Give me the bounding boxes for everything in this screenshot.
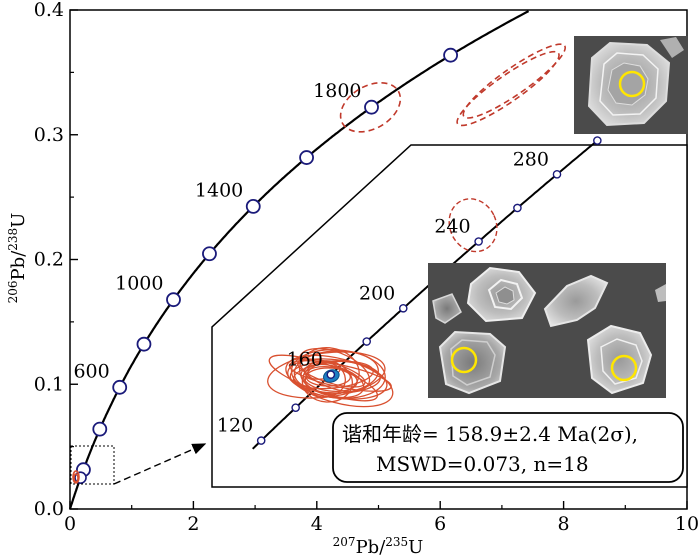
x-tick-label: 4 bbox=[311, 513, 323, 535]
inset-outlier-ellipse bbox=[448, 198, 498, 253]
y-tick-label: 0.1 bbox=[34, 373, 64, 395]
age-marker bbox=[443, 47, 458, 63]
inset-age-marker bbox=[593, 136, 602, 145]
inset-age-label: 280 bbox=[513, 148, 549, 170]
age-marker bbox=[112, 379, 128, 395]
inset-data-ellipse bbox=[288, 360, 392, 392]
age-marker bbox=[299, 150, 314, 165]
inset-age-marker bbox=[256, 436, 266, 445]
inset-age-labels: 120 160 200 240 280 bbox=[217, 148, 549, 436]
inset-age-label: 240 bbox=[434, 216, 470, 238]
inset-age-marker bbox=[552, 170, 562, 179]
inset-data-ellipse bbox=[302, 365, 358, 393]
inset-age-marker bbox=[291, 403, 300, 412]
x-tick-label: 8 bbox=[558, 513, 570, 535]
inset-age-label: 200 bbox=[359, 282, 395, 304]
inset-age-label: 160 bbox=[287, 349, 323, 371]
y-tick-label: 0.0 bbox=[34, 498, 64, 520]
inset-age-label: 120 bbox=[217, 415, 253, 437]
age-marker bbox=[364, 99, 379, 115]
cl-image-zircons bbox=[428, 263, 666, 398]
age-label: 1000 bbox=[115, 273, 163, 295]
inset-data-ellipse bbox=[305, 367, 351, 387]
inset-age-marker bbox=[326, 370, 336, 379]
zoom-ellipse bbox=[72, 470, 80, 484]
inset-age-markers bbox=[256, 136, 602, 445]
y-tick-label: 0.2 bbox=[34, 249, 64, 271]
x-axis-ticks: 0 2 4 6 8 10 bbox=[64, 501, 699, 535]
x-tick-label: 0 bbox=[64, 513, 76, 535]
inset-data-ellipses bbox=[267, 198, 498, 408]
inset-data-ellipse bbox=[290, 349, 386, 399]
discordant-ellipse bbox=[462, 43, 567, 119]
inset-age-marker bbox=[513, 203, 522, 213]
x-tick-label: 2 bbox=[187, 513, 199, 535]
inset-data-ellipse bbox=[267, 351, 386, 399]
y-axis-ticks: 0.0 0.1 0.2 0.3 0.4 bbox=[34, 0, 78, 520]
age-label: 1800 bbox=[313, 80, 361, 102]
x-tick-label: 10 bbox=[675, 513, 699, 535]
inset-age-marker bbox=[474, 237, 483, 246]
age-marker bbox=[202, 246, 217, 262]
zoom-ellipse bbox=[73, 473, 79, 483]
result-line-age: 谐和年龄= 158.9±2.4 Ma(2σ), bbox=[342, 422, 638, 446]
age-marker bbox=[166, 292, 181, 308]
inset-age-marker bbox=[362, 337, 371, 346]
discordant-ellipse bbox=[456, 50, 560, 127]
result-box bbox=[332, 412, 684, 483]
age-marker bbox=[136, 336, 152, 352]
analysis-spot-marker bbox=[610, 354, 638, 382]
zoom-arrow bbox=[113, 443, 207, 485]
age-label: 1400 bbox=[195, 179, 243, 201]
concordia-age-markers bbox=[74, 47, 458, 484]
inset-data-ellipse bbox=[285, 354, 394, 408]
age-label: 600 bbox=[73, 360, 109, 382]
y-tick-label: 0.4 bbox=[34, 0, 64, 21]
result-line-mswd: MSWD=0.073, n=18 bbox=[376, 452, 589, 476]
age-marker bbox=[92, 421, 108, 437]
x-tick-label: 6 bbox=[434, 513, 446, 535]
analysis-spot-marker bbox=[450, 346, 478, 374]
cl-image-zircon-single bbox=[574, 36, 688, 134]
y-axis-label: 206Pb/238U bbox=[6, 213, 29, 304]
age-marker bbox=[245, 199, 261, 214]
x-axis-label: 207Pb/235U bbox=[333, 535, 424, 558]
inset-age-marker bbox=[398, 303, 408, 313]
inset-data-ellipse bbox=[298, 347, 371, 393]
y-tick-label: 0.3 bbox=[34, 124, 64, 146]
analysis-spot-marker bbox=[618, 70, 646, 98]
zoom-box bbox=[70, 445, 115, 485]
